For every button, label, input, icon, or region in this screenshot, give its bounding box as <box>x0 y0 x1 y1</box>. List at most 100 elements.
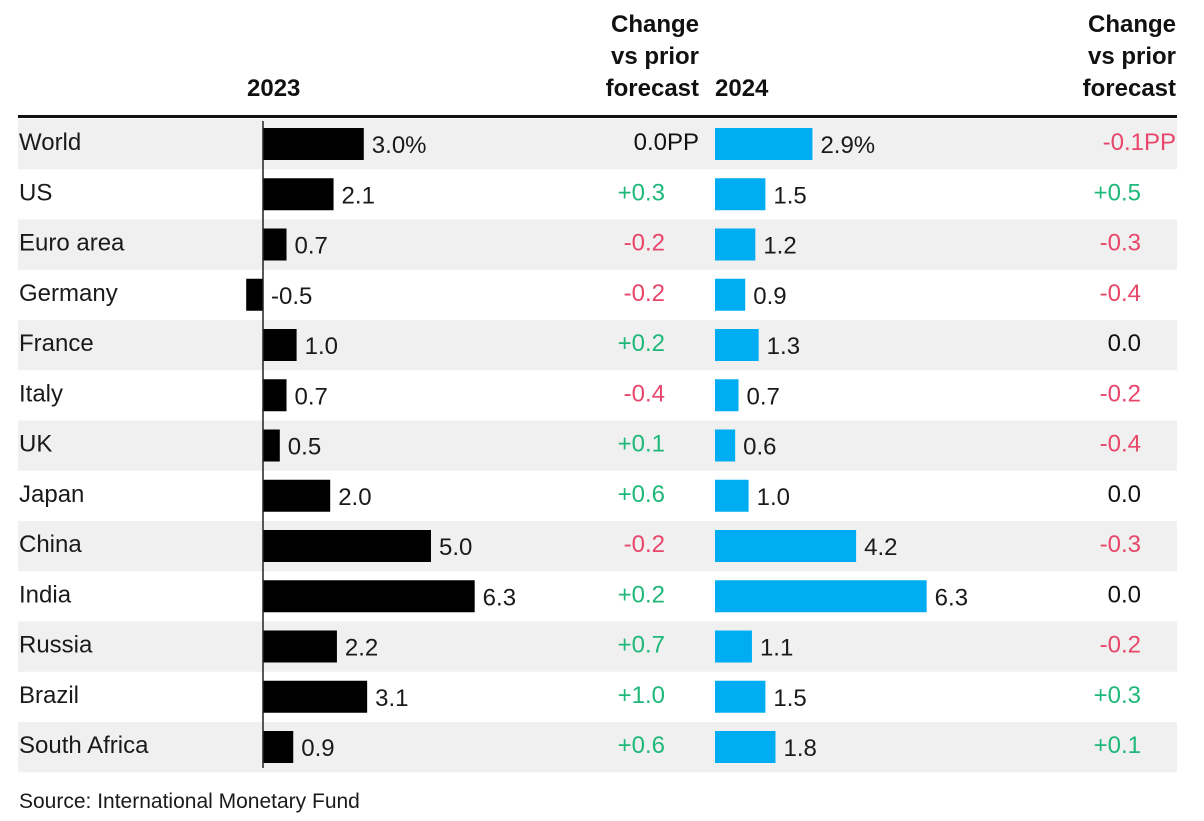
bar-2023 <box>263 379 287 412</box>
value-label-2024: 0.6 <box>743 434 776 461</box>
value-label-2023: 0.7 <box>295 233 328 260</box>
value-label-2023: 0.7 <box>295 383 328 410</box>
bar-2024 <box>715 178 766 211</box>
bar-2023 <box>263 128 364 160</box>
row-band-euro-area <box>18 219 1177 270</box>
bar-2024 <box>715 329 759 361</box>
country-label: Japan <box>19 481 84 508</box>
change-2023: +0.6 <box>618 481 665 508</box>
country-label: Italy <box>19 380 63 407</box>
change-2023: +0.1 <box>618 431 665 458</box>
value-label-2024: 1.5 <box>773 685 806 712</box>
row-south-africa: South Africa 0.9 +0.6 1.8 +0.1 <box>19 731 1141 763</box>
country-label: Euro area <box>19 230 125 257</box>
change-2023: -0.2 <box>624 531 665 558</box>
country-label: India <box>19 581 72 608</box>
header-change-2024-line1: Change <box>1088 11 1176 38</box>
value-label-2023: 3.1 <box>375 685 408 712</box>
bar-2023 <box>246 278 263 311</box>
value-label-2024: 0.7 <box>747 383 780 410</box>
change-2023: +0.2 <box>618 330 665 357</box>
row-uk: UK 0.5 +0.1 0.6 -0.4 <box>19 429 1141 462</box>
value-label-2023: -0.5 <box>271 283 312 310</box>
header-change-2023-line2: vs prior <box>611 43 699 70</box>
data-rows: World 3.0% 0.0PP 2.9% -0.1PP US 2.1 +0.3 1.5 +0.5… <box>19 128 1176 763</box>
country-label: Russia <box>19 632 93 659</box>
change-2023: +1.0 <box>618 682 665 709</box>
bar-2023 <box>263 530 431 562</box>
row-bands <box>18 119 1177 773</box>
change-2024: -0.2 <box>1100 632 1141 659</box>
row-band-world <box>18 119 1177 170</box>
column-headers: 2023 Change vs prior forecast 2024 Chang… <box>247 11 1176 102</box>
change-2024: -0.4 <box>1100 431 1141 458</box>
row-band-russia <box>18 621 1177 672</box>
row-us: US 2.1 +0.3 1.5 +0.5 <box>19 178 1141 211</box>
change-2024: -0.1PP <box>1103 129 1176 156</box>
value-label-2023: 2.1 <box>342 182 375 209</box>
bar-2024 <box>715 379 739 412</box>
change-2023: -0.4 <box>624 380 665 407</box>
header-2024: 2024 <box>715 75 769 102</box>
change-2024: -0.3 <box>1100 230 1141 257</box>
row-band-uk <box>18 420 1177 471</box>
row-italy: Italy 0.7 -0.4 0.7 -0.2 <box>19 379 1141 412</box>
value-label-2024: 1.3 <box>767 333 800 360</box>
change-2023: 0.0PP <box>634 129 699 156</box>
bar-2024 <box>715 680 766 713</box>
bar-2023 <box>263 731 294 763</box>
change-2024: +0.5 <box>1094 179 1141 206</box>
change-2023: +0.6 <box>618 732 665 759</box>
bar-2023 <box>263 329 297 361</box>
row-euro-area: Euro area 0.7 -0.2 1.2 -0.3 <box>19 228 1141 261</box>
country-label: China <box>19 531 82 558</box>
change-2024: 0.0 <box>1108 330 1141 357</box>
value-label-2023: 1.0 <box>305 333 338 360</box>
bar-2023 <box>263 630 337 663</box>
bar-2024 <box>715 278 746 311</box>
bar-2024 <box>715 731 776 763</box>
value-label-2023: 6.3 <box>483 584 516 611</box>
country-label: World <box>19 129 81 156</box>
header-change-2024-line2: vs prior <box>1088 43 1176 70</box>
bar-2023 <box>263 429 280 462</box>
bar-2023 <box>263 479 331 512</box>
change-2023: +0.2 <box>618 581 665 608</box>
source-note: Source: International Monetary Fund <box>19 790 360 813</box>
value-label-2024: 0.9 <box>753 283 786 310</box>
row-china: China 5.0 -0.2 4.2 -0.3 <box>19 530 1141 562</box>
value-label-2024: 1.8 <box>783 735 816 762</box>
bar-2023 <box>263 228 287 261</box>
header-change-2024-line3: forecast <box>1083 75 1176 102</box>
bar-2024 <box>715 228 756 261</box>
value-label-2023: 5.0 <box>439 534 472 561</box>
row-russia: Russia 2.2 +0.7 1.1 -0.2 <box>19 630 1141 663</box>
value-label-2024: 2.9% <box>820 132 875 159</box>
bar-2024 <box>715 479 749 512</box>
row-france: France 1.0 +0.2 1.3 0.0 <box>19 329 1141 361</box>
change-2023: +0.7 <box>618 632 665 659</box>
bar-2023 <box>263 178 334 211</box>
value-label-2023: 2.0 <box>338 484 371 511</box>
country-label: France <box>19 330 94 357</box>
value-label-2023: 3.0% <box>372 132 427 159</box>
bar-2024 <box>715 580 927 613</box>
row-japan: Japan 2.0 +0.6 1.0 0.0 <box>19 479 1141 512</box>
change-2024: -0.2 <box>1100 380 1141 407</box>
change-2023: -0.2 <box>624 230 665 257</box>
row-band-south-africa <box>18 722 1177 773</box>
change-2024: 0.0 <box>1108 481 1141 508</box>
row-brazil: Brazil 3.1 +1.0 1.5 +0.3 <box>19 680 1141 713</box>
bar-2023 <box>263 580 475 613</box>
row-germany: Germany -0.5 -0.2 0.9 -0.4 <box>19 278 1141 311</box>
change-2023: +0.3 <box>618 179 665 206</box>
country-label: Germany <box>19 280 118 307</box>
row-band-france <box>18 320 1177 371</box>
value-label-2024: 1.2 <box>763 233 796 260</box>
value-label-2024: 1.1 <box>760 635 793 662</box>
bar-2024 <box>715 128 813 160</box>
country-label: UK <box>19 431 52 458</box>
header-change-2023-line1: Change <box>611 11 699 38</box>
value-label-2023: 2.2 <box>345 635 378 662</box>
